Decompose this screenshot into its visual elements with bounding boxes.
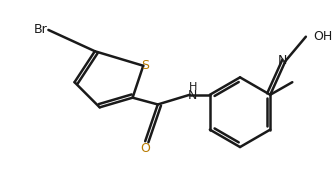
Text: S: S <box>141 59 149 72</box>
Text: N: N <box>188 89 197 102</box>
Text: N: N <box>278 54 287 67</box>
Text: H: H <box>188 82 197 92</box>
Text: Br: Br <box>34 23 47 36</box>
Text: O: O <box>140 142 150 155</box>
Text: OH: OH <box>314 30 333 43</box>
